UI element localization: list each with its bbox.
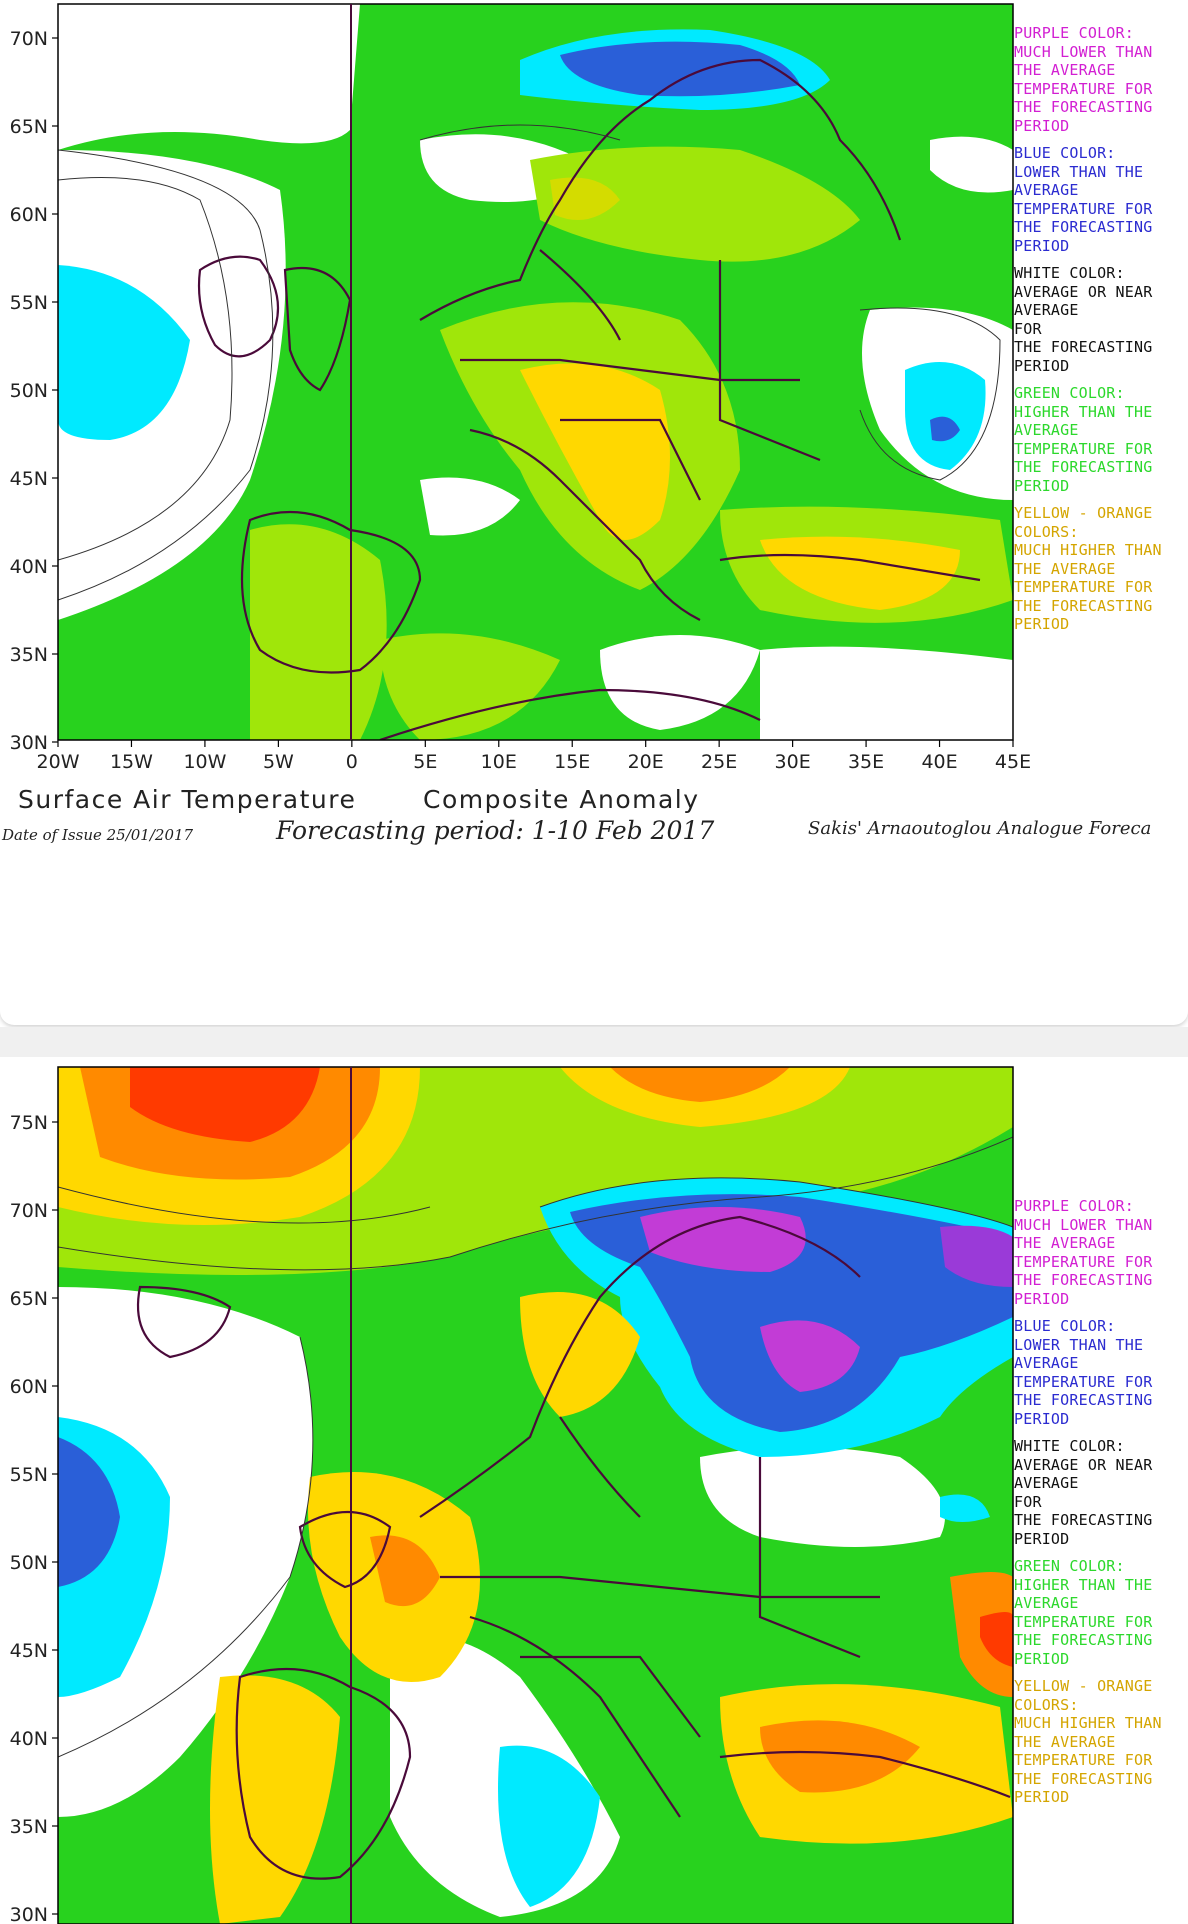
temperature-anomaly-map-2: 75N 70N 65N 60N 55N 50N 45N 40N 35N 30N xyxy=(10,1066,1014,1924)
white-region-east xyxy=(700,1447,945,1547)
longitude-label: 35E xyxy=(848,751,884,773)
anomaly-fill-layer-2 xyxy=(58,1067,1013,1924)
white-region-tyrrhenian xyxy=(420,477,520,536)
longitude-label: 15E xyxy=(554,751,590,773)
map-frame xyxy=(57,3,1014,741)
contour-lines-2 xyxy=(58,1136,1013,1758)
lightgreen-region-iberia xyxy=(250,524,387,740)
lightgreen-region-scandinavia xyxy=(530,146,860,262)
longitude-label: 10W xyxy=(183,751,226,773)
forecast-card-2: 75N 70N 65N 60N 55N 50N 45N 40N 35N 30N PURPLE CO… xyxy=(0,1057,1188,1924)
cyan-region-black-sea-east xyxy=(905,362,986,470)
legend-purple: PURPLE COLOR: MUCH LOWER THAN THE AVERAG… xyxy=(1014,1197,1153,1308)
legend-white: WHITE COLOR: AVERAGE OR NEAR AVERAGE FOR… xyxy=(1014,1437,1153,1548)
legend-yellow: YELLOW - ORANGE COLORS: MUCH HIGHER THAN… xyxy=(1014,1677,1162,1806)
latitude-label: 60N xyxy=(10,1376,48,1398)
legend-yellow: YELLOW - ORANGE COLORS: MUCH HIGHER THAN… xyxy=(1014,504,1162,633)
lightgreen-region-sahara xyxy=(380,633,560,740)
longitude-label: 15W xyxy=(110,751,153,773)
latitude-label: 50N xyxy=(10,1552,48,1574)
longitude-axis: 20W 15W 10W 5W 0 5E 10E 15E 20E 25E 30E 35E 40E 45E xyxy=(37,740,1031,773)
forecasting-period: Forecasting period: 1-10 Feb 2017 xyxy=(276,816,715,845)
longitude-label: 30E xyxy=(775,751,811,773)
latitude-label: 55N xyxy=(10,1464,48,1486)
longitude-label: 25E xyxy=(701,751,737,773)
latitude-label: 35N xyxy=(10,644,48,666)
latitude-label: 40N xyxy=(10,1728,48,1750)
longitude-label: 10E xyxy=(481,751,517,773)
composite-label: Composite Anomaly xyxy=(423,785,700,814)
latitude-label: 35N xyxy=(10,1816,48,1838)
anomaly-fill-layer xyxy=(58,4,1013,740)
white-region-atlantic xyxy=(58,1287,313,1817)
legend-blue: BLUE COLOR: LOWER THAN THE AVERAGE TEMPE… xyxy=(1014,1317,1153,1428)
latitude-label: 65N xyxy=(10,116,48,138)
forecast-card-1: 70N 65N 60N 55N 50N 45N 40N 35N 30N 20W 15W 10W 5W 0… xyxy=(2,3,1188,845)
card-separator xyxy=(0,1027,1188,1057)
longitude-label: 0 xyxy=(346,751,358,773)
latitude-label: 40N xyxy=(10,556,48,578)
blue-region-west xyxy=(58,1437,120,1587)
color-legend-2: PURPLE COLOR: MUCH LOWER THAN THE AVERAG… xyxy=(1014,1197,1188,1816)
latitude-label: 70N xyxy=(10,1200,48,1222)
cyan-region-greece xyxy=(498,1745,600,1907)
latitude-label: 30N xyxy=(10,732,48,754)
legend-green: GREEN COLOR: HIGHER THAN THE AVERAGE TEM… xyxy=(1014,1557,1153,1668)
longitude-label: 20W xyxy=(37,751,80,773)
longitude-label: 5W xyxy=(263,751,294,773)
coastlines xyxy=(197,58,981,740)
color-legend-1: PURPLE COLOR: MUCH LOWER THAN THE AVERAG… xyxy=(1014,24,1188,643)
credit-text: Sakis' Arnaoutoglou Analogue Foreca xyxy=(808,818,1152,839)
latitude-label: 45N xyxy=(10,468,48,490)
contour-lines xyxy=(58,124,1001,601)
latitude-label: 60N xyxy=(10,204,48,226)
legend-blue: BLUE COLOR: LOWER THAN THE AVERAGE TEMPE… xyxy=(1014,144,1153,255)
white-region-middle-east xyxy=(760,646,1013,740)
blue-region-black-sea-east xyxy=(930,416,960,442)
latitude-label: 70N xyxy=(10,28,48,50)
latitude-label: 30N xyxy=(10,1904,48,1924)
cyan-region-caucasus xyxy=(940,1494,990,1522)
cyan-region-atlantic xyxy=(58,265,190,440)
temperature-anomaly-map-1: 70N 65N 60N 55N 50N 45N 40N 35N 30N 20W 15W 10W 5W 0… xyxy=(10,3,1031,773)
legend-green: GREEN COLOR: HIGHER THAN THE AVERAGE TEM… xyxy=(1014,384,1153,495)
red-region-greenland xyxy=(130,1067,320,1142)
longitude-label: 20E xyxy=(628,751,664,773)
white-region-africa xyxy=(600,635,760,730)
longitude-label: 40E xyxy=(921,751,957,773)
orange-region-barents xyxy=(610,1067,790,1102)
orange-region-france xyxy=(370,1535,440,1607)
purple-region-urals xyxy=(940,1225,1013,1287)
longitude-label: 45E xyxy=(995,751,1031,773)
purple-region-moscow xyxy=(760,1320,860,1392)
variable-label: Surface Air Temperature xyxy=(18,785,357,814)
latitude-label: 75N xyxy=(10,1112,48,1134)
issue-date: Date of Issue 25/01/2017 xyxy=(2,826,194,844)
latitude-axis: 70N 65N 60N 55N 50N 45N 40N 35N 30N xyxy=(10,28,58,754)
white-region-atlantic-north xyxy=(58,4,360,150)
blue-region-scandinavia xyxy=(560,41,800,97)
red-region-caspian xyxy=(980,1612,1013,1667)
legend-white: WHITE COLOR: AVERAGE OR NEAR AVERAGE FOR… xyxy=(1014,264,1153,375)
latitude-label: 55N xyxy=(10,292,48,314)
latitude-label: 50N xyxy=(10,380,48,402)
longitude-label: 5E xyxy=(413,751,437,773)
legend-purple: PURPLE COLOR: MUCH LOWER THAN THE AVERAG… xyxy=(1014,24,1153,135)
latitude-label: 45N xyxy=(10,1640,48,1662)
latitude-axis-2: 75N 70N 65N 60N 55N 50N 45N 40N 35N 30N xyxy=(10,1112,58,1924)
yellow-region-iberia xyxy=(210,1675,340,1924)
yellow-region-central-europe xyxy=(520,363,670,540)
white-region-arctic-east xyxy=(930,136,1013,193)
map-frame-2 xyxy=(57,1066,1014,1924)
latitude-label: 65N xyxy=(10,1288,48,1310)
orange-region-anatolia xyxy=(760,1720,920,1793)
coastlines-2 xyxy=(136,1215,1011,1880)
